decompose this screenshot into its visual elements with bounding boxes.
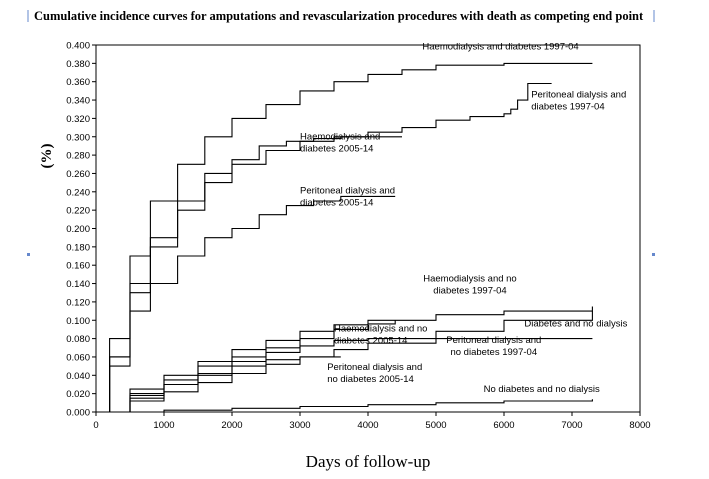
y-tick-label: 0.360 [66, 77, 90, 88]
curve-annotation: Peritoneal dialysis and no diabetes 2005-… [327, 362, 422, 385]
x-tick-label: 5000 [425, 420, 446, 431]
y-tick-label: 0.140 [66, 279, 90, 290]
curve-annotation-line: diabetes 2005-14 [300, 198, 373, 209]
x-tick-label: 4000 [357, 420, 378, 431]
curve-annotation-line: diabetes 2005-14 [300, 144, 373, 155]
x-axis-label: Days of follow-up [306, 452, 431, 471]
y-tick-label: 0.340 [66, 96, 90, 107]
y-tick-label: 0.080 [66, 334, 90, 345]
y-tick-label: 0.380 [66, 59, 90, 70]
y-tick-label: 0.120 [66, 297, 90, 308]
curve-annotation-line: Haemodialysis and no [423, 274, 516, 285]
series-line-haemodialysis-and-diabetes-1997-04 [96, 62, 593, 413]
curve-annotation: Haemodialysis and diabetes 1997-04 [422, 42, 578, 53]
curve-annotation-line: Peritoneal dialysis and [327, 362, 422, 373]
curve-annotation-line: Diabetes and no dialysis [524, 319, 627, 330]
curve-annotation-line: diabetes 2005-14 [334, 335, 407, 346]
y-tick-label: 0.020 [66, 389, 90, 400]
curve-annotation: No diabetes and no dialysis [484, 384, 600, 395]
y-tick-label: 0.400 [66, 41, 90, 52]
curve-annotation: Peritoneal dialysis and diabetes 2005-14 [300, 186, 395, 209]
series-line-peritoneal-dialysis-and-no-diabetes-2005-14 [96, 356, 341, 413]
y-tick-label: 0.100 [66, 316, 90, 327]
curve-annotation: Haemodialysis and no diabetes 1997-04 [423, 274, 516, 297]
curve-annotation-line: Peritoneal dialysis and [531, 89, 626, 100]
frame-handle-right [652, 253, 655, 256]
curve-annotation-line: Peritoneal dialysis and [300, 186, 395, 197]
y-tick-label: 0.280 [66, 151, 90, 162]
x-tick-label: 0 [93, 420, 98, 431]
series-line-peritoneal-dialysis-and-diabetes-2005-14 [96, 195, 396, 413]
x-tick-label: 2000 [221, 420, 242, 431]
y-tick-label: 0.220 [66, 206, 90, 217]
series-line-haemodialysis-and-diabetes-2005-14 [96, 136, 402, 413]
chart-title: Cumulative incidence curves for amputati… [34, 9, 644, 23]
y-tick-label: 0.300 [66, 132, 90, 143]
curve-annotation: Peritoneal dialysis and no diabetes 1997-… [446, 335, 541, 358]
y-tick-label: 0.040 [66, 371, 90, 382]
y-tick-label: 0.200 [66, 224, 90, 235]
curve-annotation-line: Peritoneal dialysis and [446, 335, 541, 346]
curve-annotation-line: diabetes 1997-04 [531, 101, 604, 112]
frame-handle-left [27, 253, 30, 256]
curve-annotation-line: Haemodialysis and diabetes 1997-04 [422, 42, 578, 53]
x-tick-label: 3000 [289, 420, 310, 431]
curve-annotation: Diabetes and no dialysis [524, 319, 627, 330]
y-axis-label: (%) [39, 144, 55, 169]
curve-annotation-line: Haemodialysis and no [334, 323, 427, 334]
x-tick-label: 7000 [561, 420, 582, 431]
y-tick-label: 0.260 [66, 169, 90, 180]
y-tick-label: 0.000 [66, 408, 90, 419]
curve-annotation-line: No diabetes and no dialysis [484, 384, 600, 395]
x-tick-label: 8000 [629, 420, 650, 431]
y-tick-label: 0.180 [66, 242, 90, 253]
curve-annotation: Haemodialysis and diabetes 2005-14 [300, 132, 380, 155]
curve-annotation: Haemodialysis and no diabetes 2005-14 [334, 323, 427, 346]
x-tick-label: 1000 [153, 420, 174, 431]
y-tick-label: 0.160 [66, 261, 90, 272]
series-line-no-diabetes-and-no-dialysis [96, 399, 593, 413]
curve-annotation-line: diabetes 1997-04 [433, 286, 506, 297]
curve-annotation: Peritoneal dialysis and diabetes 1997-04 [531, 89, 626, 112]
figure-frame [27, 10, 655, 256]
curve-annotation-line: no diabetes 1997-04 [450, 347, 537, 358]
plot-area: 0.000 0.020 0.040 0.060 0.080 0.100 0.120 0.140… [66, 41, 650, 432]
x-tick-label: 6000 [493, 420, 514, 431]
curve-annotation-line: Haemodialysis and [300, 132, 380, 143]
y-tick-label: 0.320 [66, 114, 90, 125]
y-tick-label: 0.060 [66, 352, 90, 363]
curve-annotation-line: no diabetes 2005-14 [327, 374, 414, 385]
y-tick-label: 0.240 [66, 187, 90, 198]
